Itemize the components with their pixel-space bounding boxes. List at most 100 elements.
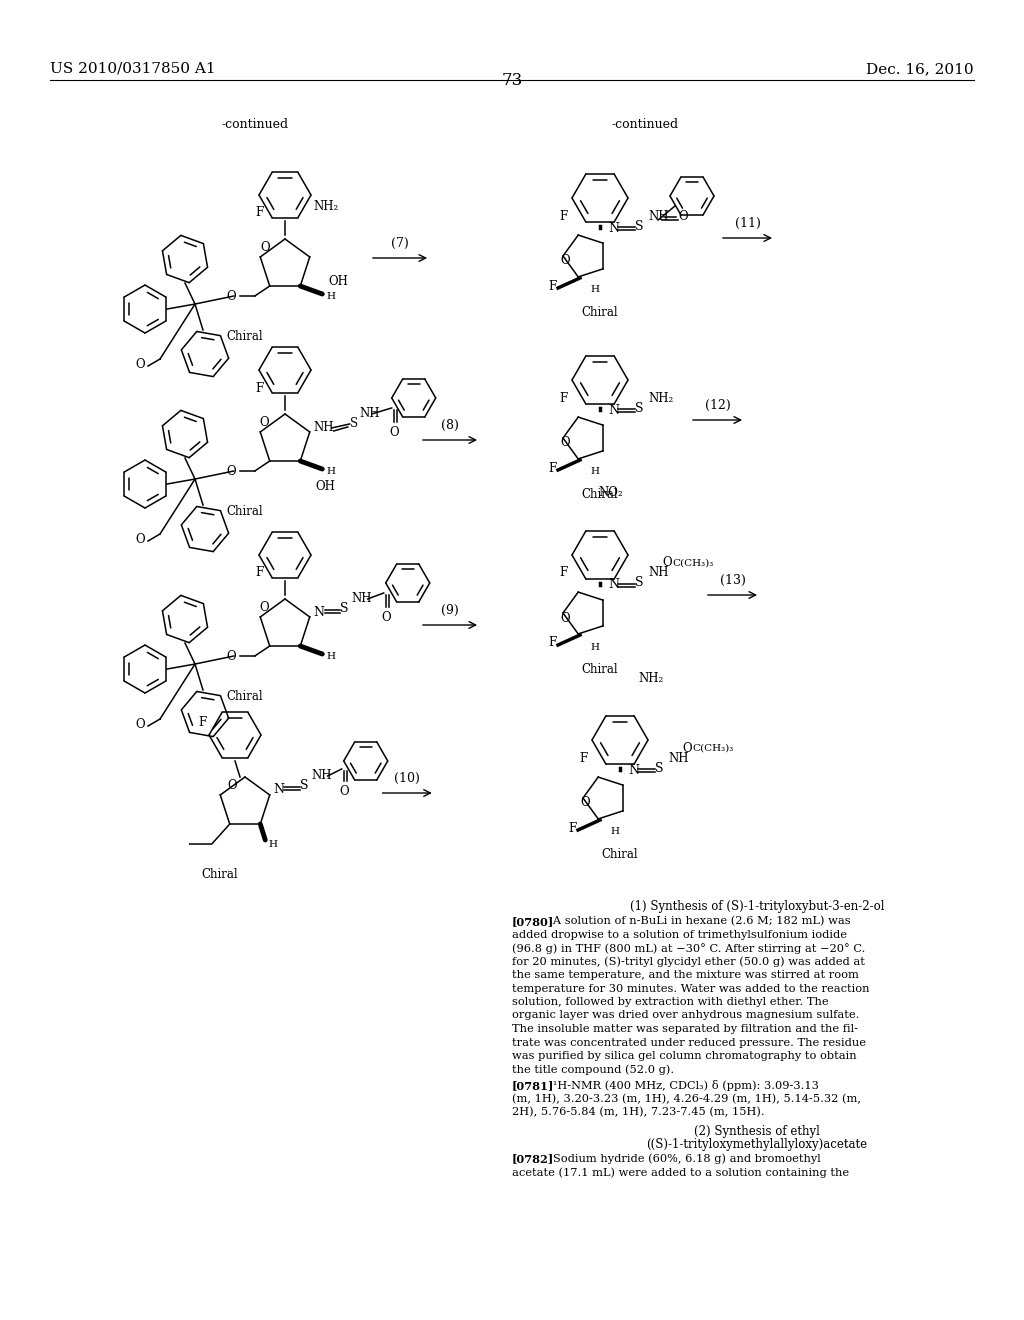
Text: NO₂: NO₂ <box>598 487 623 499</box>
Text: O: O <box>678 210 688 223</box>
Text: OH: OH <box>315 479 335 492</box>
Text: N: N <box>608 222 618 235</box>
Text: O: O <box>339 785 348 799</box>
Text: NH₂: NH₂ <box>638 672 664 685</box>
Text: O: O <box>560 611 569 624</box>
Text: ¹H-NMR (400 MHz, CDCl₃) δ (ppm): 3.09-3.13: ¹H-NMR (400 MHz, CDCl₃) δ (ppm): 3.09-3.… <box>542 1080 819 1092</box>
Text: S: S <box>350 417 357 430</box>
Text: F: F <box>255 206 263 219</box>
Text: O: O <box>226 289 236 302</box>
Text: O: O <box>682 742 691 755</box>
Text: F: F <box>255 566 263 579</box>
Text: F: F <box>580 751 588 764</box>
Text: O: O <box>261 242 270 255</box>
Text: NH: NH <box>648 566 669 579</box>
Text: F: F <box>560 392 568 404</box>
Text: 2H), 5.76-5.84 (m, 1H), 7.23-7.45 (m, 15H).: 2H), 5.76-5.84 (m, 1H), 7.23-7.45 (m, 15… <box>512 1107 765 1117</box>
Text: C(CH₃)₃: C(CH₃)₃ <box>692 743 733 752</box>
Text: F: F <box>568 821 577 834</box>
Text: (m, 1H), 3.20-3.23 (m, 1H), 4.26-4.29 (m, 1H), 5.14-5.32 (m,: (m, 1H), 3.20-3.23 (m, 1H), 4.26-4.29 (m… <box>512 1093 861 1104</box>
Text: F: F <box>560 210 568 223</box>
Text: O: O <box>226 649 236 663</box>
Text: S: S <box>655 762 664 775</box>
Text: [0781]: [0781] <box>512 1080 554 1092</box>
Text: (11): (11) <box>734 216 761 230</box>
Text: solution, followed by extraction with diethyl ether. The: solution, followed by extraction with di… <box>512 997 828 1007</box>
Text: H: H <box>268 840 278 849</box>
Text: F: F <box>548 462 556 474</box>
Text: Chiral: Chiral <box>226 506 263 517</box>
Text: (7): (7) <box>391 238 409 249</box>
Text: NH: NH <box>648 210 669 223</box>
Text: N: N <box>273 784 285 796</box>
Text: organic layer was dried over anhydrous magnesium sulfate.: organic layer was dried over anhydrous m… <box>512 1011 859 1020</box>
Text: the title compound (52.0 g).: the title compound (52.0 g). <box>512 1064 674 1074</box>
Text: (2) Synthesis of ethyl: (2) Synthesis of ethyl <box>694 1125 820 1138</box>
Text: H: H <box>327 466 335 475</box>
Text: OH: OH <box>329 275 348 288</box>
Text: F: F <box>560 566 568 579</box>
Text: Chiral: Chiral <box>582 306 618 319</box>
Text: Chiral: Chiral <box>582 488 618 502</box>
Text: [0782]: [0782] <box>512 1154 554 1164</box>
Text: H: H <box>591 643 599 652</box>
Text: acetate (17.1 mL) were added to a solution containing the: acetate (17.1 mL) were added to a soluti… <box>512 1167 849 1177</box>
Text: F: F <box>548 280 556 293</box>
Text: trate was concentrated under reduced pressure. The residue: trate was concentrated under reduced pre… <box>512 1038 866 1048</box>
Text: [0780]: [0780] <box>512 916 554 927</box>
Text: (12): (12) <box>705 399 730 412</box>
Text: A solution of n-BuLi in hexane (2.6 M; 182 mL) was: A solution of n-BuLi in hexane (2.6 M; 1… <box>542 916 851 927</box>
Text: O: O <box>260 602 269 615</box>
Text: O: O <box>560 255 569 268</box>
Text: Chiral: Chiral <box>226 690 263 704</box>
Text: O: O <box>260 417 269 429</box>
Text: O: O <box>227 780 238 792</box>
Text: N: N <box>608 404 618 417</box>
Text: O: O <box>381 611 390 624</box>
Text: Dec. 16, 2010: Dec. 16, 2010 <box>866 62 974 77</box>
Text: N: N <box>608 578 618 591</box>
Text: F: F <box>255 381 263 395</box>
Text: F: F <box>548 636 556 649</box>
Text: O: O <box>135 718 144 730</box>
Text: H: H <box>610 828 620 837</box>
Text: NH₂: NH₂ <box>648 392 673 404</box>
Text: O: O <box>226 465 236 478</box>
Text: H: H <box>327 652 335 660</box>
Text: The insoluble matter was separated by filtration and the fil-: The insoluble matter was separated by fi… <box>512 1024 858 1034</box>
Text: (1) Synthesis of (S)-1-trityloxybut-3-en-2-ol: (1) Synthesis of (S)-1-trityloxybut-3-en… <box>630 900 885 913</box>
Text: H: H <box>591 285 599 294</box>
Text: NH: NH <box>668 751 688 764</box>
Text: O: O <box>389 426 398 440</box>
Text: (96.8 g) in THF (800 mL) at −30° C. After stirring at −20° C.: (96.8 g) in THF (800 mL) at −30° C. Afte… <box>512 942 865 954</box>
Text: NH: NH <box>313 421 334 434</box>
Text: was purified by silica gel column chromatography to obtain: was purified by silica gel column chroma… <box>512 1051 857 1061</box>
Text: (8): (8) <box>441 418 459 432</box>
Text: -continued: -continued <box>221 117 289 131</box>
Text: added dropwise to a solution of trimethylsulfonium iodide: added dropwise to a solution of trimethy… <box>512 929 847 940</box>
Text: Sodium hydride (60%, 6.18 g) and bromoethyl: Sodium hydride (60%, 6.18 g) and bromoet… <box>542 1154 821 1164</box>
Text: NH: NH <box>351 593 373 606</box>
Text: O: O <box>581 796 590 809</box>
Text: NH: NH <box>359 408 380 421</box>
Text: O: O <box>135 358 144 371</box>
Text: (9): (9) <box>441 605 459 616</box>
Text: (10): (10) <box>394 772 420 785</box>
Text: (13): (13) <box>720 574 745 587</box>
Text: O: O <box>560 437 569 450</box>
Text: H: H <box>327 292 335 301</box>
Text: Chiral: Chiral <box>226 330 263 343</box>
Text: N: N <box>628 763 639 776</box>
Text: S: S <box>300 780 308 792</box>
Text: S: S <box>635 401 643 414</box>
Text: S: S <box>635 219 643 232</box>
Text: the same temperature, and the mixture was stirred at room: the same temperature, and the mixture wa… <box>512 970 859 979</box>
Text: Chiral: Chiral <box>202 869 239 880</box>
Text: H: H <box>591 467 599 477</box>
Text: Chiral: Chiral <box>582 663 618 676</box>
Text: S: S <box>635 577 643 590</box>
Text: ((S)-1-trityloxymethylallyloxy)acetate: ((S)-1-trityloxymethylallyloxy)acetate <box>646 1138 867 1151</box>
Text: O: O <box>135 532 144 545</box>
Text: for 20 minutes, (S)-trityl glycidyl ether (50.0 g) was added at: for 20 minutes, (S)-trityl glycidyl ethe… <box>512 957 865 968</box>
Text: F: F <box>199 717 207 730</box>
